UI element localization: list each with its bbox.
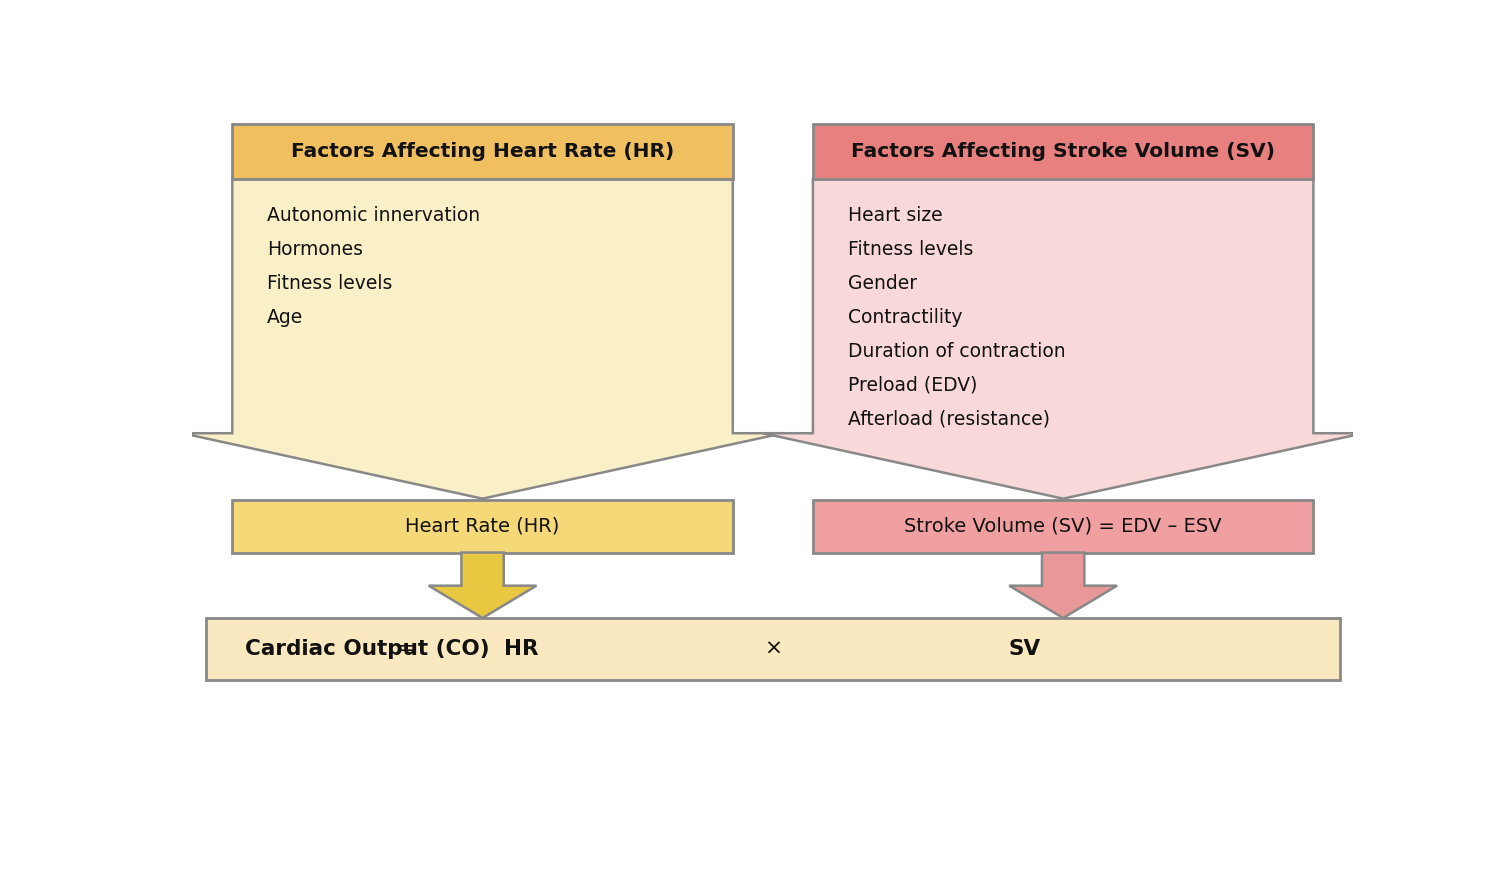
Text: Fitness levels: Fitness levels — [847, 240, 973, 259]
Text: Heart Rate (HR): Heart Rate (HR) — [406, 517, 559, 536]
Polygon shape — [428, 553, 537, 618]
Text: HR: HR — [504, 638, 538, 659]
Text: Stroke Volume (SV) = EDV – ESV: Stroke Volume (SV) = EDV – ESV — [905, 517, 1221, 536]
Text: Factors Affecting Stroke Volume (SV): Factors Affecting Stroke Volume (SV) — [851, 142, 1276, 161]
Polygon shape — [763, 179, 1363, 499]
Text: Afterload (resistance): Afterload (resistance) — [847, 410, 1050, 428]
Polygon shape — [1009, 553, 1117, 618]
Text: SV: SV — [1009, 638, 1041, 659]
Text: Contractility: Contractility — [847, 307, 962, 327]
Text: Age: Age — [267, 307, 303, 327]
Text: Preload (EDV): Preload (EDV) — [847, 375, 977, 395]
Text: Cardiac Output (CO): Cardiac Output (CO) — [244, 638, 489, 659]
FancyBboxPatch shape — [232, 124, 733, 179]
Text: ×: × — [765, 638, 781, 659]
Text: Fitness levels: Fitness levels — [267, 274, 392, 293]
Text: Duration of contraction: Duration of contraction — [847, 342, 1065, 360]
FancyBboxPatch shape — [813, 500, 1313, 553]
Text: Autonomic innervation: Autonomic innervation — [267, 206, 480, 225]
Text: Hormones: Hormones — [267, 240, 363, 259]
FancyBboxPatch shape — [207, 618, 1339, 680]
Text: Factors Affecting Heart Rate (HR): Factors Affecting Heart Rate (HR) — [291, 142, 674, 161]
Polygon shape — [182, 179, 783, 499]
Text: Gender: Gender — [847, 274, 917, 293]
FancyBboxPatch shape — [813, 124, 1313, 179]
Text: Heart size: Heart size — [847, 206, 942, 225]
FancyBboxPatch shape — [232, 500, 733, 553]
Text: =: = — [397, 638, 415, 659]
